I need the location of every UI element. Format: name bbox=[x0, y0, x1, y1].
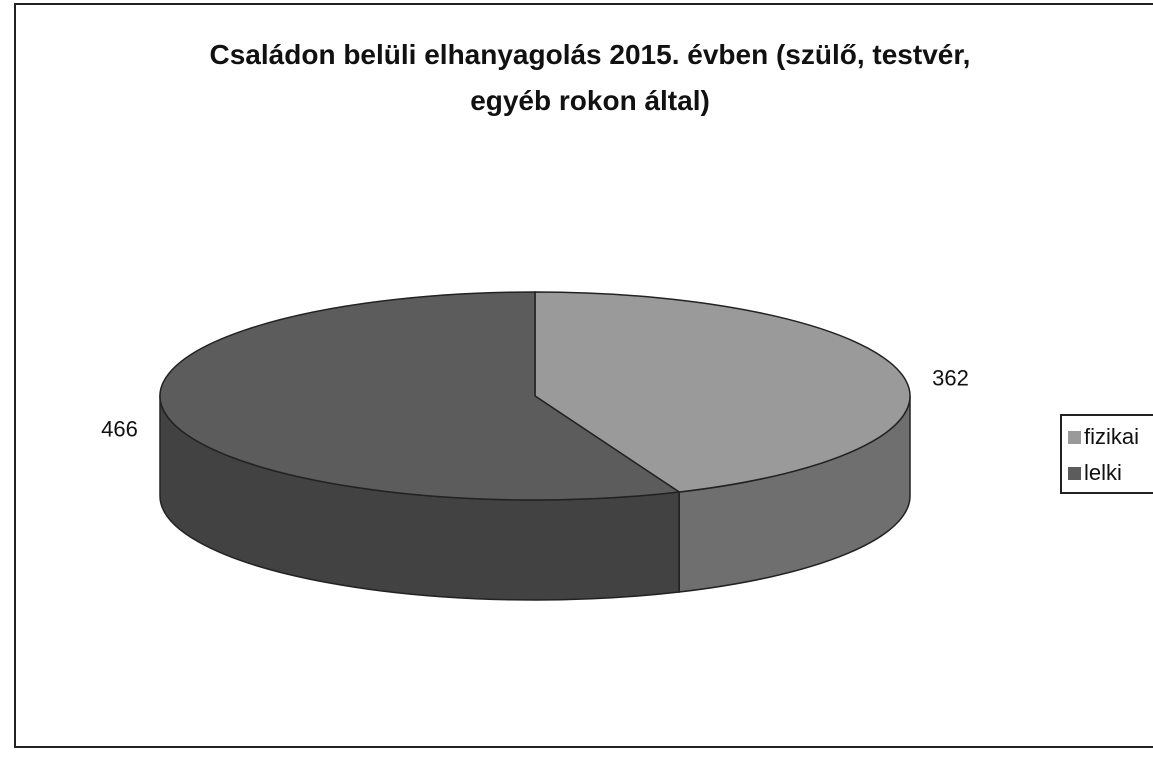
data-label-fizikai: 362 bbox=[932, 366, 969, 391]
legend-swatch-lelki bbox=[1068, 466, 1081, 480]
chart-title-line-2: egyéb rokon által) bbox=[470, 85, 710, 116]
chart-title-line-1: Családon belüli elhanyagolás 2015. évben… bbox=[209, 39, 971, 70]
legend-swatch-fizikai bbox=[1068, 430, 1081, 444]
legend: fizikai lelki bbox=[1060, 414, 1153, 494]
pie-tops: 362 466 bbox=[101, 291, 969, 501]
pie-slice-lelki bbox=[159, 291, 682, 501]
pie-slice-fizikai bbox=[534, 291, 911, 493]
legend-label-fizikai: fizikai bbox=[1084, 424, 1140, 449]
legend-item-lelki: lelki bbox=[1068, 460, 1122, 486]
legend-item-fizikai: fizikai bbox=[1068, 424, 1139, 450]
data-label-lelki: 466 bbox=[101, 416, 138, 441]
legend-label-lelki: lelki bbox=[1084, 460, 1122, 485]
chart-title: Családon belüli elhanyagolás 2015. évben… bbox=[140, 32, 1040, 124]
